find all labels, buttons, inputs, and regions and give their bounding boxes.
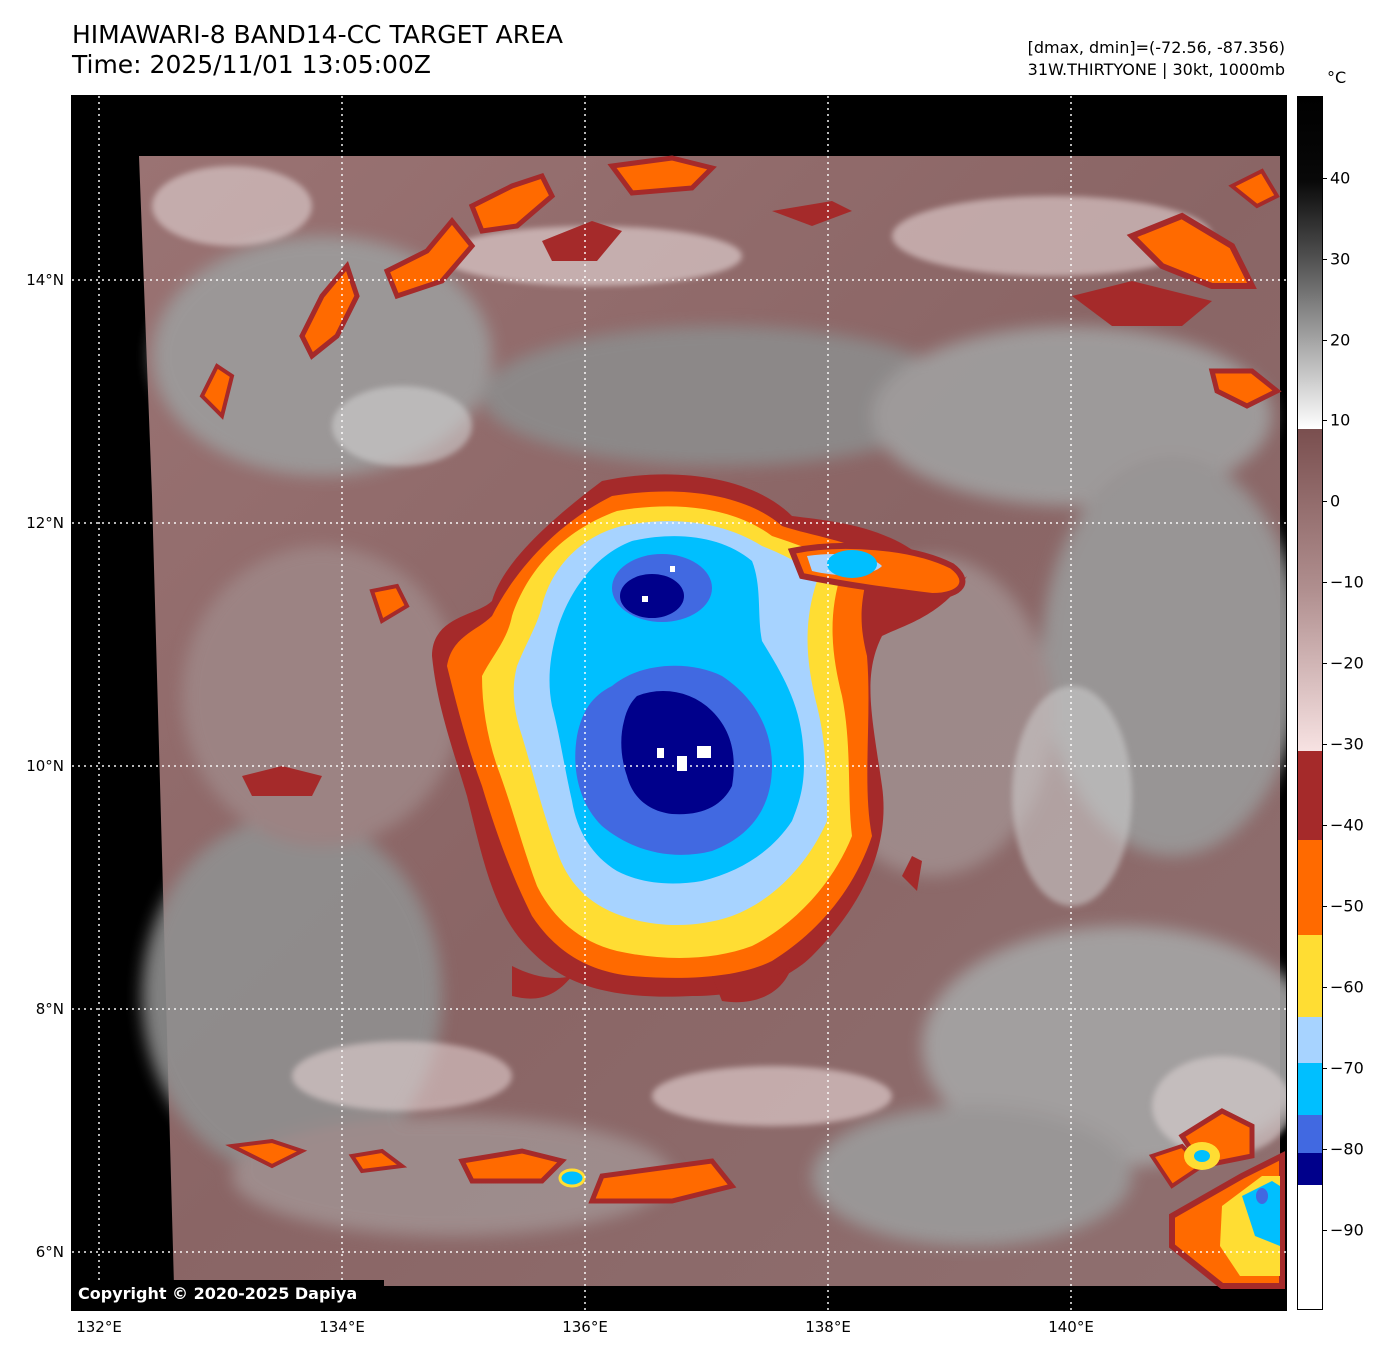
info-line-1: [dmax, dmin]=(-72.56, -87.356) bbox=[1027, 38, 1285, 57]
colorbar-tick-0: 0 bbox=[1330, 491, 1341, 511]
colorbar-unit: °C bbox=[1327, 68, 1347, 87]
lon-label-134: 134°E bbox=[319, 1318, 365, 1336]
colorbar-tick-m50: −50 bbox=[1330, 896, 1364, 916]
copyright-label: Copyright © 2020-2025 Dapiya bbox=[72, 1280, 384, 1310]
imagery-area bbox=[139, 155, 1286, 1289]
colorbar bbox=[1297, 96, 1323, 1310]
satellite-map[interactable] bbox=[71, 95, 1287, 1311]
coldest-cloud-tops bbox=[642, 566, 711, 771]
main-core-85 bbox=[621, 691, 734, 815]
colorbar-tick-m30: −30 bbox=[1330, 734, 1364, 754]
title-line-2: Time: 2025/11/01 13:05:00Z bbox=[72, 50, 431, 79]
colorbar-tick-m20: −20 bbox=[1330, 653, 1364, 673]
lat-label-14: 14°N bbox=[26, 271, 64, 289]
scattered-convection bbox=[199, 155, 1285, 1289]
figure-title: HIMAWARI-8 BAND14-CC TARGET AREA Time: 2… bbox=[72, 20, 563, 80]
colorbar-tick-m40: −40 bbox=[1330, 815, 1364, 835]
graticule bbox=[72, 96, 1286, 1310]
colorbar-tick-10: 10 bbox=[1330, 410, 1351, 430]
colorbar-tick-m80: −80 bbox=[1330, 1139, 1364, 1159]
lon-label-138: 138°E bbox=[805, 1318, 851, 1336]
colorbar-tick-40: 40 bbox=[1330, 168, 1351, 188]
info-line-2: 31W.THIRTYONE | 30kt, 1000mb bbox=[1027, 60, 1285, 79]
colorbar-scale bbox=[1298, 97, 1322, 1309]
central-dense-overcast bbox=[432, 474, 967, 1003]
colorbar-tick-20: 20 bbox=[1330, 330, 1351, 350]
colorbar-tick-m10: −10 bbox=[1330, 572, 1364, 592]
colorbar-tick-m70: −70 bbox=[1330, 1058, 1364, 1078]
colorbar-tick-m60: −60 bbox=[1330, 977, 1364, 997]
title-line-1: HIMAWARI-8 BAND14-CC TARGET AREA bbox=[72, 20, 564, 49]
colorbar-tick-m90: −90 bbox=[1330, 1220, 1364, 1240]
north-core-85 bbox=[620, 574, 684, 618]
lat-label-6: 6°N bbox=[35, 1243, 64, 1261]
lon-label-140: 140°E bbox=[1048, 1318, 1094, 1336]
colorbar-tick-30: 30 bbox=[1330, 249, 1351, 269]
lat-label-8: 8°N bbox=[35, 1000, 64, 1018]
lon-label-136: 136°E bbox=[562, 1318, 608, 1336]
lon-label-132: 132°E bbox=[76, 1318, 122, 1336]
satellite-imagery bbox=[72, 96, 1286, 1310]
outflow-cold-cell bbox=[827, 550, 877, 578]
lat-label-12: 12°N bbox=[26, 514, 64, 532]
storm-info: [dmax, dmin]=(-72.56, -87.356) 31W.THIRT… bbox=[1028, 37, 1285, 81]
lat-label-10: 10°N bbox=[26, 757, 64, 775]
